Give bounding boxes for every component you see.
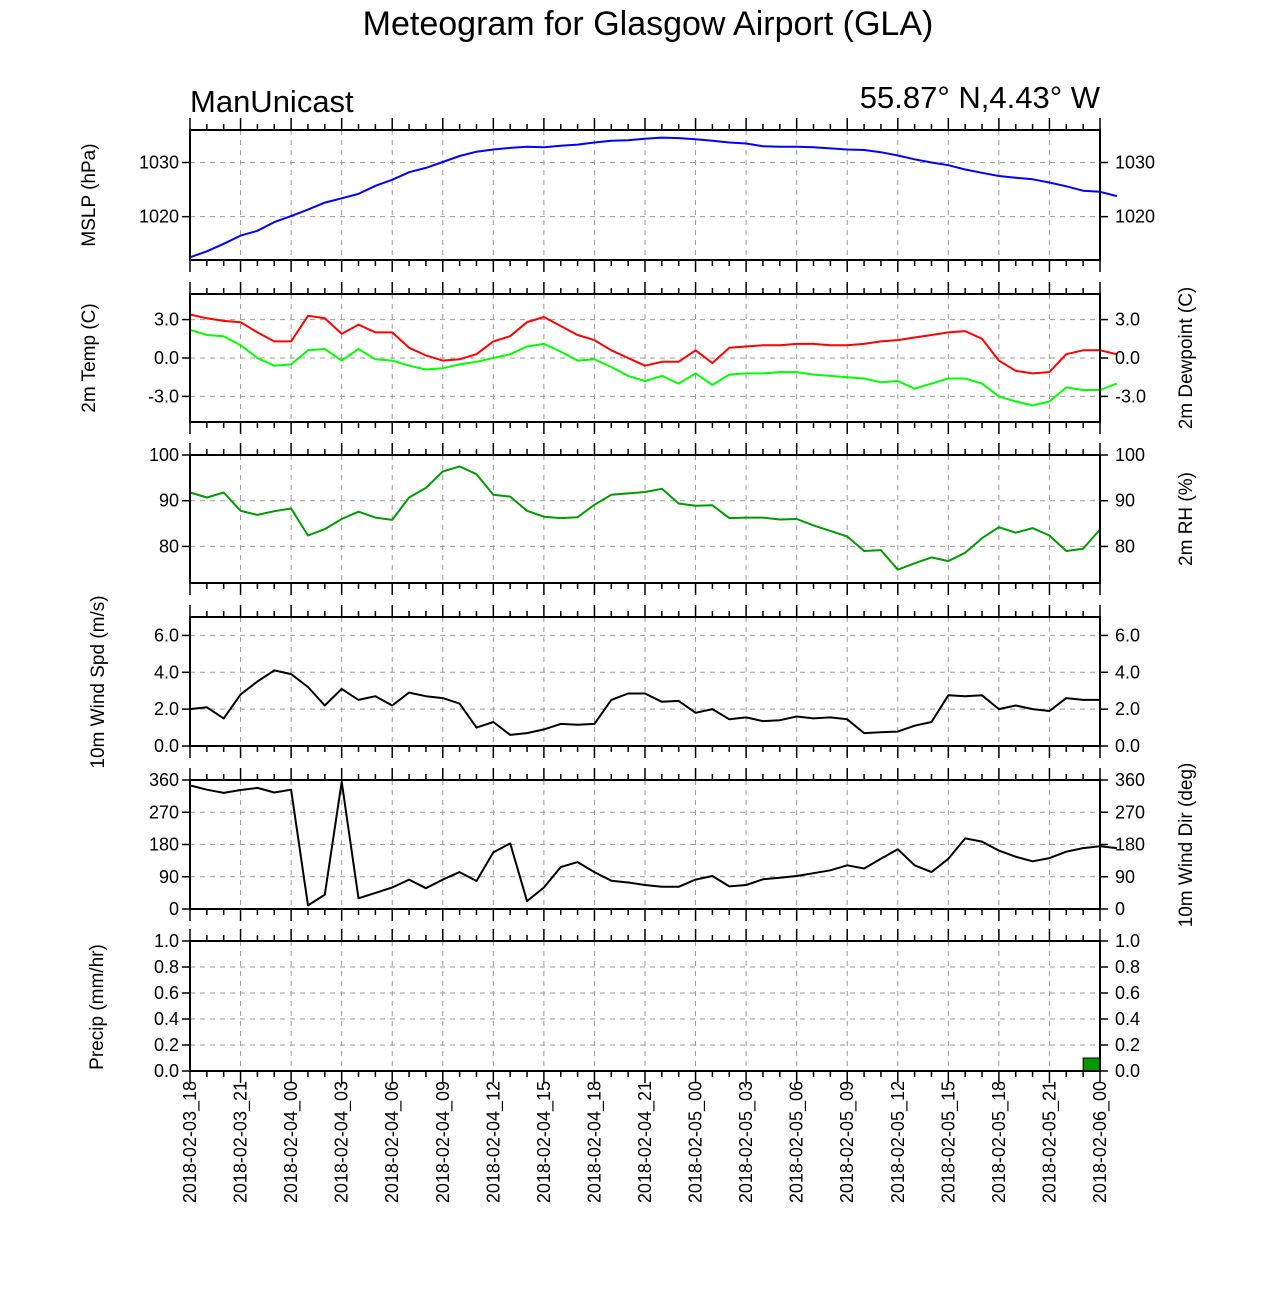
y-tick-label-right: 360: [1115, 770, 1145, 790]
panel-wind_speed: 0.0 0.0 2.0 2.0 4.0 4.0 6.0 6.0 10m Wind Spd (m/…: [88, 595, 1140, 768]
time-label: 2018-02-04_03: [332, 1081, 353, 1203]
time-label: 2018-02-04_06: [382, 1081, 403, 1203]
y-tick-label-left: 2.0: [154, 699, 179, 719]
y-tick-label-right: 80: [1115, 536, 1135, 556]
y-tick-label-left: -3.0: [148, 386, 179, 406]
y-tick-label-right: 2.0: [1115, 699, 1140, 719]
time-label: 2018-02-03_21: [231, 1081, 252, 1203]
y-axis-title-right: 2m RH (%): [1176, 472, 1197, 566]
y-tick-label-right: 270: [1115, 802, 1145, 822]
precip-bar: [1082, 1057, 1101, 1072]
panel-precip: 0.0 0.0 0.2 0.2 0.4 0.4 0.6 0.6 0.8 0.8 1.0 1.0 Prec…: [87, 929, 1140, 1083]
y-tick-label-right: 4.0: [1115, 662, 1140, 682]
y-tick-label-left: 90: [159, 491, 179, 511]
y-tick-label-left: 0.0: [154, 1061, 179, 1081]
y-tick-label-left: 0.0: [154, 348, 179, 368]
wind_dir-series-line-0: [189, 780, 1118, 907]
time-label: 2018-02-04_12: [483, 1081, 504, 1203]
y-axis-title-left: 10m Wind Spd (m/s): [88, 595, 109, 768]
y-tick-label-right: 1020: [1115, 207, 1155, 227]
y-tick-label-left: 90: [159, 867, 179, 887]
time-label: 2018-02-04_00: [281, 1081, 302, 1203]
y-tick-label-right: 0.0: [1115, 1061, 1140, 1081]
y-tick-label-right: 180: [1115, 835, 1145, 855]
y-tick-label-right: 1030: [1115, 153, 1155, 173]
wind_speed-series-line-0: [189, 669, 1100, 736]
mslp-series-line-0: [189, 136, 1118, 259]
y-tick-label-left: 3.0: [154, 310, 179, 330]
y-tick-label-left: 0.0: [154, 736, 179, 756]
y-tick-label-left: 0.8: [154, 957, 179, 977]
time-label: 2018-02-04_15: [534, 1081, 555, 1203]
y-tick-label-right: -3.0: [1115, 386, 1146, 406]
y-tick-label-right: 0.6: [1115, 983, 1140, 1003]
y-tick-label-right: 0.0: [1115, 348, 1140, 368]
y-axis-title-left: MSLP (hPa): [79, 143, 100, 246]
chart-title: Meteogram for Glasgow Airport (GLA): [363, 5, 934, 43]
y-tick-label-right: 0.0: [1115, 736, 1140, 756]
y-tick-label-left: 1030: [139, 153, 179, 173]
time-label: 2018-02-05_18: [989, 1081, 1010, 1203]
y-tick-label-right: 1.0: [1115, 931, 1140, 951]
time-label: 2018-02-04_09: [433, 1081, 454, 1203]
location-coordinates: 55.87° N,4.43° W: [860, 80, 1101, 115]
y-tick-label-right: 0: [1115, 899, 1125, 919]
y-tick-label-left: 80: [159, 536, 179, 556]
time-label: 2018-02-03_18: [180, 1081, 201, 1203]
time-label: 2018-02-06_00: [1090, 1081, 1111, 1203]
y-axis-title-right: 2m Dewpoint (C): [1176, 287, 1197, 430]
y-tick-label-right: 3.0: [1115, 310, 1140, 330]
panel-wind_dir: 0 0 90 90 180 180 270 270 360 360 10m Wind Dir (de…: [149, 763, 1197, 928]
temp-series-line-0: [189, 313, 1118, 375]
time-label: 2018-02-04_18: [584, 1081, 605, 1203]
y-tick-label-left: 4.0: [154, 662, 179, 682]
y-tick-label-left: 360: [149, 770, 179, 790]
panel-temp: -3.0 -3.0 0.0 0.0 3.0 3.0 2m Temp (C) 2m Dewpoi…: [79, 282, 1197, 434]
temp-series-line-1: [189, 328, 1118, 407]
y-tick-label-left: 0.4: [154, 1009, 179, 1029]
y-axis-title-left: Precip (mm/hr): [87, 944, 108, 1070]
y-tick-label-left: 100: [149, 445, 179, 465]
time-axis: 2018-02-03_18 2018-02-03_21 2018-02-04_00 2…: [180, 1081, 1111, 1203]
time-label: 2018-02-05_15: [938, 1081, 959, 1203]
y-tick-label-left: 6.0: [154, 625, 179, 645]
time-label: 2018-02-04_21: [635, 1081, 656, 1203]
rh-series-line-0: [189, 465, 1101, 571]
y-tick-label-left: 180: [149, 835, 179, 855]
y-tick-label-left: 0.2: [154, 1035, 179, 1055]
y-tick-label-right: 0.4: [1115, 1009, 1140, 1029]
y-tick-label-right: 90: [1115, 491, 1135, 511]
panel-rh: 80 80 90 90 100 100 2m RH (%): [149, 443, 1197, 595]
time-label: 2018-02-05_00: [686, 1081, 707, 1203]
model-name: ManUnicast: [190, 84, 354, 119]
y-axis-title-left: 2m Temp (C): [79, 303, 100, 412]
y-tick-label-right: 90: [1115, 867, 1135, 887]
y-tick-label-left: 270: [149, 802, 179, 822]
time-label: 2018-02-05_09: [837, 1081, 858, 1203]
y-tick-label-right: 6.0: [1115, 625, 1140, 645]
time-label: 2018-02-05_06: [787, 1081, 808, 1203]
panel-mslp: 1020 1020 1030 1030 MSLP (hPa): [79, 118, 1155, 272]
y-tick-label-left: 1.0: [154, 931, 179, 951]
y-tick-label-right: 0.2: [1115, 1035, 1140, 1055]
time-label: 2018-02-05_03: [736, 1081, 757, 1203]
y-tick-label-left: 0.6: [154, 983, 179, 1003]
y-tick-label-right: 100: [1115, 445, 1145, 465]
y-tick-label-right: 0.8: [1115, 957, 1140, 977]
y-tick-label-left: 1020: [139, 207, 179, 227]
y-tick-label-left: 0: [169, 899, 179, 919]
y-axis-title-right: 10m Wind Dir (deg): [1176, 763, 1197, 928]
time-label: 2018-02-05_12: [888, 1081, 909, 1203]
time-label: 2018-02-05_21: [1039, 1081, 1060, 1203]
